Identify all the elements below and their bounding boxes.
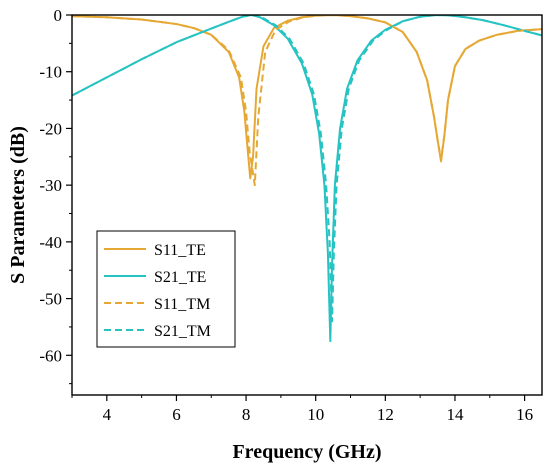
legend-label: S21_TE [154,269,206,286]
x-tick-label: 10 [307,405,324,424]
y-axis-title: S Parameters (dB) [7,126,29,284]
x-tick-label: 16 [516,405,533,424]
x-tick-label: 8 [242,405,251,424]
x-tick-label: 6 [172,405,181,424]
plot-frame [71,14,543,396]
x-axis-title: Frequency (GHz) [232,441,381,463]
x-tick-label: 4 [103,405,112,424]
legend-label: S11_TE [154,242,206,259]
axes: 4 6 8 10 12 14 16 0 -10 -20 -30 -40 -50 -60 [39,6,543,424]
legend: S11_TE S21_TE S11_TM S21_TM [96,230,236,348]
y-tick-label: -20 [39,119,62,138]
series-line-s11-te [72,15,542,180]
y-tick-label: 0 [54,6,63,25]
y-tick-label: -30 [39,176,62,195]
legend-label: S21_TM [154,323,211,340]
y-tick-label: -10 [39,63,62,82]
series-line-s21-tm [72,15,542,323]
x-tick-label: 12 [377,405,394,424]
series-line-s11-tm [72,15,542,187]
legend-label: S11_TM [154,296,210,313]
legend-box [96,230,236,348]
y-tick-label: -50 [39,290,62,309]
y-tick-label: -40 [39,233,62,252]
x-tick-label: 14 [446,405,464,424]
y-tick-label: -60 [39,346,62,365]
